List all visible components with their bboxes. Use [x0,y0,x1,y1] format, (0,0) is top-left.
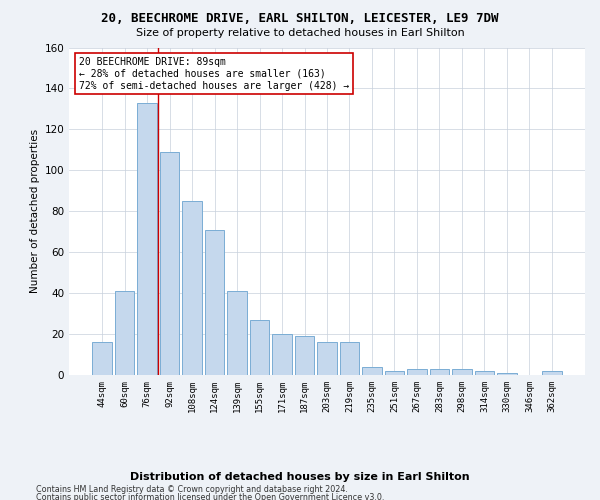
Bar [497,373,517,375]
Text: Contains public sector information licensed under the Open Government Licence v3: Contains public sector information licen… [36,494,385,500]
Bar [385,371,404,375]
Bar [407,369,427,375]
Bar [452,369,472,375]
Bar [362,367,382,375]
Text: 20, BEECHROME DRIVE, EARL SHILTON, LEICESTER, LE9 7DW: 20, BEECHROME DRIVE, EARL SHILTON, LEICE… [101,12,499,26]
Bar [475,371,494,375]
Bar [205,230,224,375]
Text: 20 BEECHROME DRIVE: 89sqm
← 28% of detached houses are smaller (163)
72% of semi: 20 BEECHROME DRIVE: 89sqm ← 28% of detac… [79,58,350,90]
Text: Contains HM Land Registry data © Crown copyright and database right 2024.: Contains HM Land Registry data © Crown c… [36,485,348,494]
Bar [160,152,179,375]
Y-axis label: Number of detached properties: Number of detached properties [30,129,40,294]
Bar [430,369,449,375]
Bar [137,103,157,375]
Bar [92,342,112,375]
Bar [227,291,247,375]
Bar [542,371,562,375]
Bar [250,320,269,375]
Bar [182,201,202,375]
Text: Distribution of detached houses by size in Earl Shilton: Distribution of detached houses by size … [130,472,470,482]
Bar [317,342,337,375]
Bar [295,336,314,375]
Text: Size of property relative to detached houses in Earl Shilton: Size of property relative to detached ho… [136,28,464,38]
Bar [115,291,134,375]
Bar [272,334,292,375]
Bar [340,342,359,375]
